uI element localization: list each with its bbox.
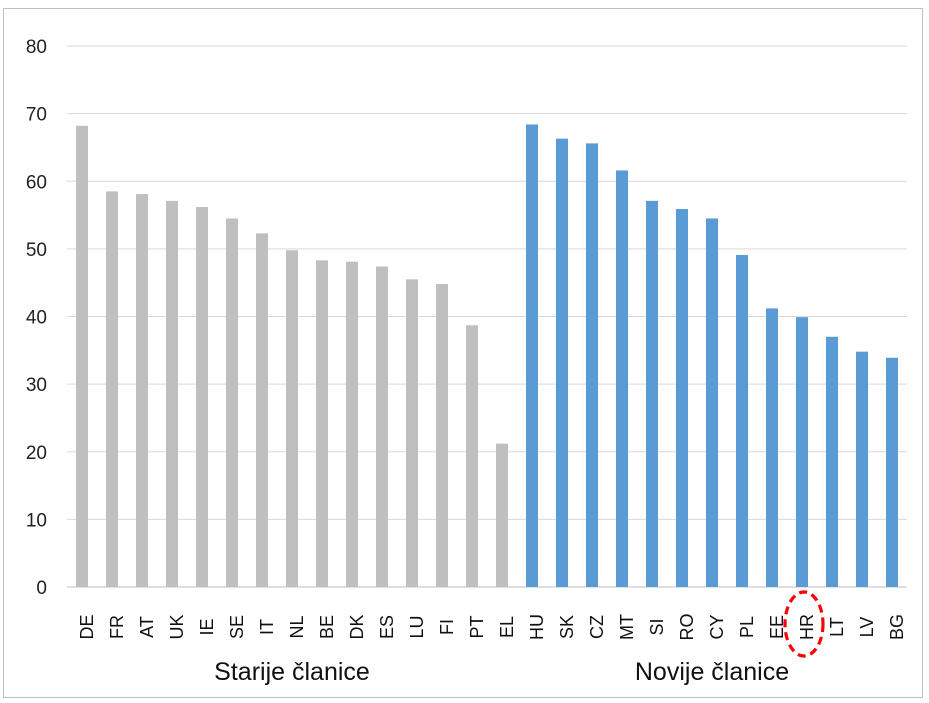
y-tick-label: 0 (36, 578, 47, 599)
bar-at (136, 194, 148, 587)
bar-se (226, 218, 238, 587)
y-tick-label: 50 (26, 240, 47, 261)
bar-hu (526, 124, 538, 587)
bar-fi (436, 284, 448, 587)
bar-es (376, 266, 388, 587)
category-label-it: IT (257, 619, 277, 635)
group-label-new-members: Novije članice (635, 658, 789, 686)
bar-nl (286, 250, 298, 588)
category-label-ie: IE (197, 618, 217, 635)
bar-lt (826, 336, 838, 587)
category-label-pt: PT (467, 615, 487, 638)
category-label-se: SE (227, 615, 247, 639)
gridlines (67, 45, 907, 588)
category-label-hu: HU (527, 614, 547, 640)
category-label-lu: LU (407, 615, 427, 638)
category-label-mt: MT (617, 614, 637, 640)
category-label-dk: DK (347, 614, 367, 639)
bar-lv (856, 351, 868, 587)
category-label-hr: HR (797, 614, 817, 640)
category-label-uk: UK (167, 614, 187, 639)
category-label-cz: CZ (587, 615, 607, 639)
highlight-circle (783, 590, 825, 658)
category-label-nl: NL (287, 615, 307, 638)
bar-bg (886, 357, 898, 587)
category-label-de: DE (77, 614, 97, 639)
bar-it (256, 233, 268, 588)
bar-sk (556, 138, 568, 588)
bar-pl (736, 254, 748, 587)
category-label-lv: LV (857, 617, 877, 638)
category-label-at: AT (137, 616, 157, 638)
category-label-fr: FR (107, 615, 127, 639)
category-label-cy: CY (707, 614, 727, 639)
bar-ie (196, 206, 208, 587)
bars (76, 124, 898, 588)
bar-mt (616, 170, 628, 587)
bar-hr (796, 317, 808, 587)
group-labels: Starije članice Novije članice (214, 658, 789, 686)
bar-cz (586, 143, 598, 587)
bar-si (646, 200, 658, 587)
category-label-si: SI (647, 618, 667, 635)
category-label-be: BE (317, 615, 337, 639)
category-label-lt: LT (827, 617, 847, 637)
category-label-fi: FI (437, 619, 457, 635)
bar-ro (676, 208, 688, 587)
category-label-sk: SK (557, 615, 577, 639)
y-tick-label: 20 (26, 443, 47, 464)
bar-cy (706, 218, 718, 587)
category-label-bg: BG (887, 614, 907, 640)
category-label-ro: RO (677, 614, 697, 641)
category-labels: DE FR AT UK IE SE IT NL BE DK ES LU FI PT EL HU SK CZ MT SI… (77, 614, 907, 641)
bar-pt (466, 325, 478, 587)
bar-ee (766, 308, 778, 587)
y-tick-label: 30 (26, 375, 47, 396)
y-tick-label: 60 (26, 172, 47, 193)
bar-el (496, 443, 508, 587)
category-label-es: ES (377, 615, 397, 639)
y-axis: 0 10 20 30 40 50 60 70 80 (26, 37, 47, 599)
bar-uk (166, 200, 178, 587)
group-label-old-members: Starije članice (214, 658, 370, 686)
y-tick-label: 80 (26, 37, 47, 58)
category-label-ee: EE (767, 615, 787, 639)
bar-de (76, 125, 88, 588)
highlight-marker (783, 590, 825, 658)
y-tick-label: 10 (26, 510, 47, 531)
category-label-el: EL (497, 616, 517, 638)
bar-dk (346, 261, 358, 587)
y-tick-label: 70 (26, 105, 47, 126)
category-label-pl: PL (737, 616, 757, 638)
bar-be (316, 260, 328, 587)
bar-fr (106, 191, 118, 588)
y-tick-label: 40 (26, 308, 47, 329)
bar-lu (406, 279, 418, 587)
